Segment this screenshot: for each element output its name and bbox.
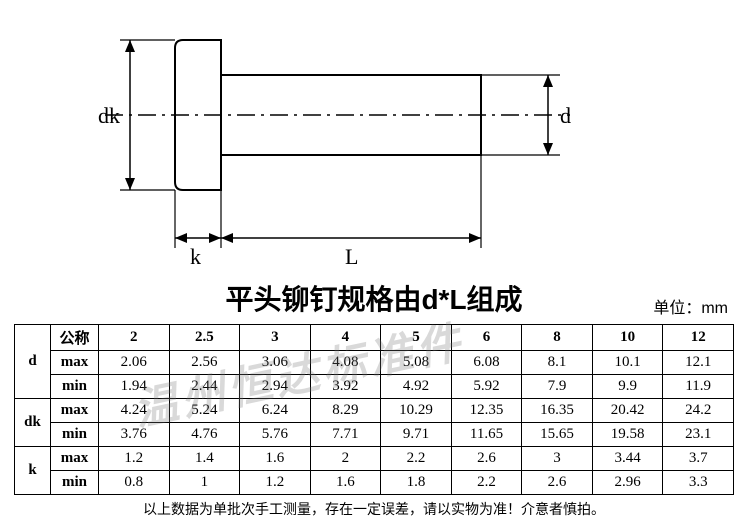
cell: 3.3: [663, 471, 734, 495]
row-label: min: [51, 375, 99, 399]
cell: 15.65: [522, 423, 593, 447]
cell: 1.6: [310, 471, 381, 495]
rivet-diagram: [0, 0, 748, 270]
col-header: 12: [663, 325, 734, 351]
label-d: d: [560, 103, 571, 129]
cell: 6.24: [240, 399, 311, 423]
cell: 3.92: [310, 375, 381, 399]
row-label: max: [51, 351, 99, 375]
cell: 12.1: [663, 351, 734, 375]
cell: 2.2: [381, 447, 452, 471]
row-label: max: [51, 447, 99, 471]
cell: 19.58: [592, 423, 663, 447]
col-header: 6: [451, 325, 522, 351]
col-header: 2.5: [169, 325, 240, 351]
col-header: 2: [99, 325, 170, 351]
cell: 9.9: [592, 375, 663, 399]
cell: 24.2: [663, 399, 734, 423]
cell: 1: [169, 471, 240, 495]
title-row: 平头铆钉规格由d*L组成 单位：mm: [0, 278, 748, 318]
col-header: 4: [310, 325, 381, 351]
label-k: k: [190, 244, 201, 270]
cell: 1.8: [381, 471, 452, 495]
cell: 1.4: [169, 447, 240, 471]
cell: 5.08: [381, 351, 452, 375]
cell: 4.92: [381, 375, 452, 399]
row-label: min: [51, 423, 99, 447]
col-header: 公称: [51, 325, 99, 351]
cell: 23.1: [663, 423, 734, 447]
cell: 3.44: [592, 447, 663, 471]
cell: 3: [522, 447, 593, 471]
cell: 2.6: [522, 471, 593, 495]
cell: 12.35: [451, 399, 522, 423]
col-header: 8: [522, 325, 593, 351]
spec-table: d公称22.5345681012max2.062.563.064.085.086…: [14, 324, 734, 495]
cell: 10.1: [592, 351, 663, 375]
cell: 20.42: [592, 399, 663, 423]
cell: 4.24: [99, 399, 170, 423]
unit-label: 单位：mm: [653, 294, 728, 318]
row-label: min: [51, 471, 99, 495]
cell: 2.96: [592, 471, 663, 495]
diagram-area: dk d k L: [0, 0, 748, 270]
cell: 4.08: [310, 351, 381, 375]
cell: 16.35: [522, 399, 593, 423]
label-dk: dk: [98, 103, 120, 129]
group-k: k: [15, 447, 51, 495]
cell: 2.6: [451, 447, 522, 471]
group-dk: dk: [15, 399, 51, 447]
cell: 4.76: [169, 423, 240, 447]
cell: 7.71: [310, 423, 381, 447]
cell: 0.8: [99, 471, 170, 495]
col-header: 10: [592, 325, 663, 351]
cell: 8.1: [522, 351, 593, 375]
cell: 5.76: [240, 423, 311, 447]
cell: 11.9: [663, 375, 734, 399]
cell: 1.94: [99, 375, 170, 399]
row-label: max: [51, 399, 99, 423]
cell: 3.06: [240, 351, 311, 375]
cell: 2: [310, 447, 381, 471]
cell: 3.7: [663, 447, 734, 471]
cell: 8.29: [310, 399, 381, 423]
cell: 3.76: [99, 423, 170, 447]
cell: 5.24: [169, 399, 240, 423]
label-L: L: [345, 244, 358, 270]
page-title: 平头铆钉规格由d*L组成: [225, 278, 522, 318]
cell: 2.44: [169, 375, 240, 399]
footnote: 以上数据为单批次手工测量，存在一定误差，请以实物为准！介意者慎拍。: [0, 499, 748, 519]
cell: 2.06: [99, 351, 170, 375]
col-header: 5: [381, 325, 452, 351]
cell: 9.71: [381, 423, 452, 447]
cell: 1.2: [240, 471, 311, 495]
spec-table-wrap: d公称22.5345681012max2.062.563.064.085.086…: [14, 324, 734, 495]
group-d: d: [15, 325, 51, 399]
cell: 5.92: [451, 375, 522, 399]
cell: 10.29: [381, 399, 452, 423]
cell: 1.6: [240, 447, 311, 471]
cell: 11.65: [451, 423, 522, 447]
col-header: 3: [240, 325, 311, 351]
cell: 1.2: [99, 447, 170, 471]
cell: 2.56: [169, 351, 240, 375]
cell: 6.08: [451, 351, 522, 375]
cell: 2.2: [451, 471, 522, 495]
cell: 7.9: [522, 375, 593, 399]
cell: 2.94: [240, 375, 311, 399]
